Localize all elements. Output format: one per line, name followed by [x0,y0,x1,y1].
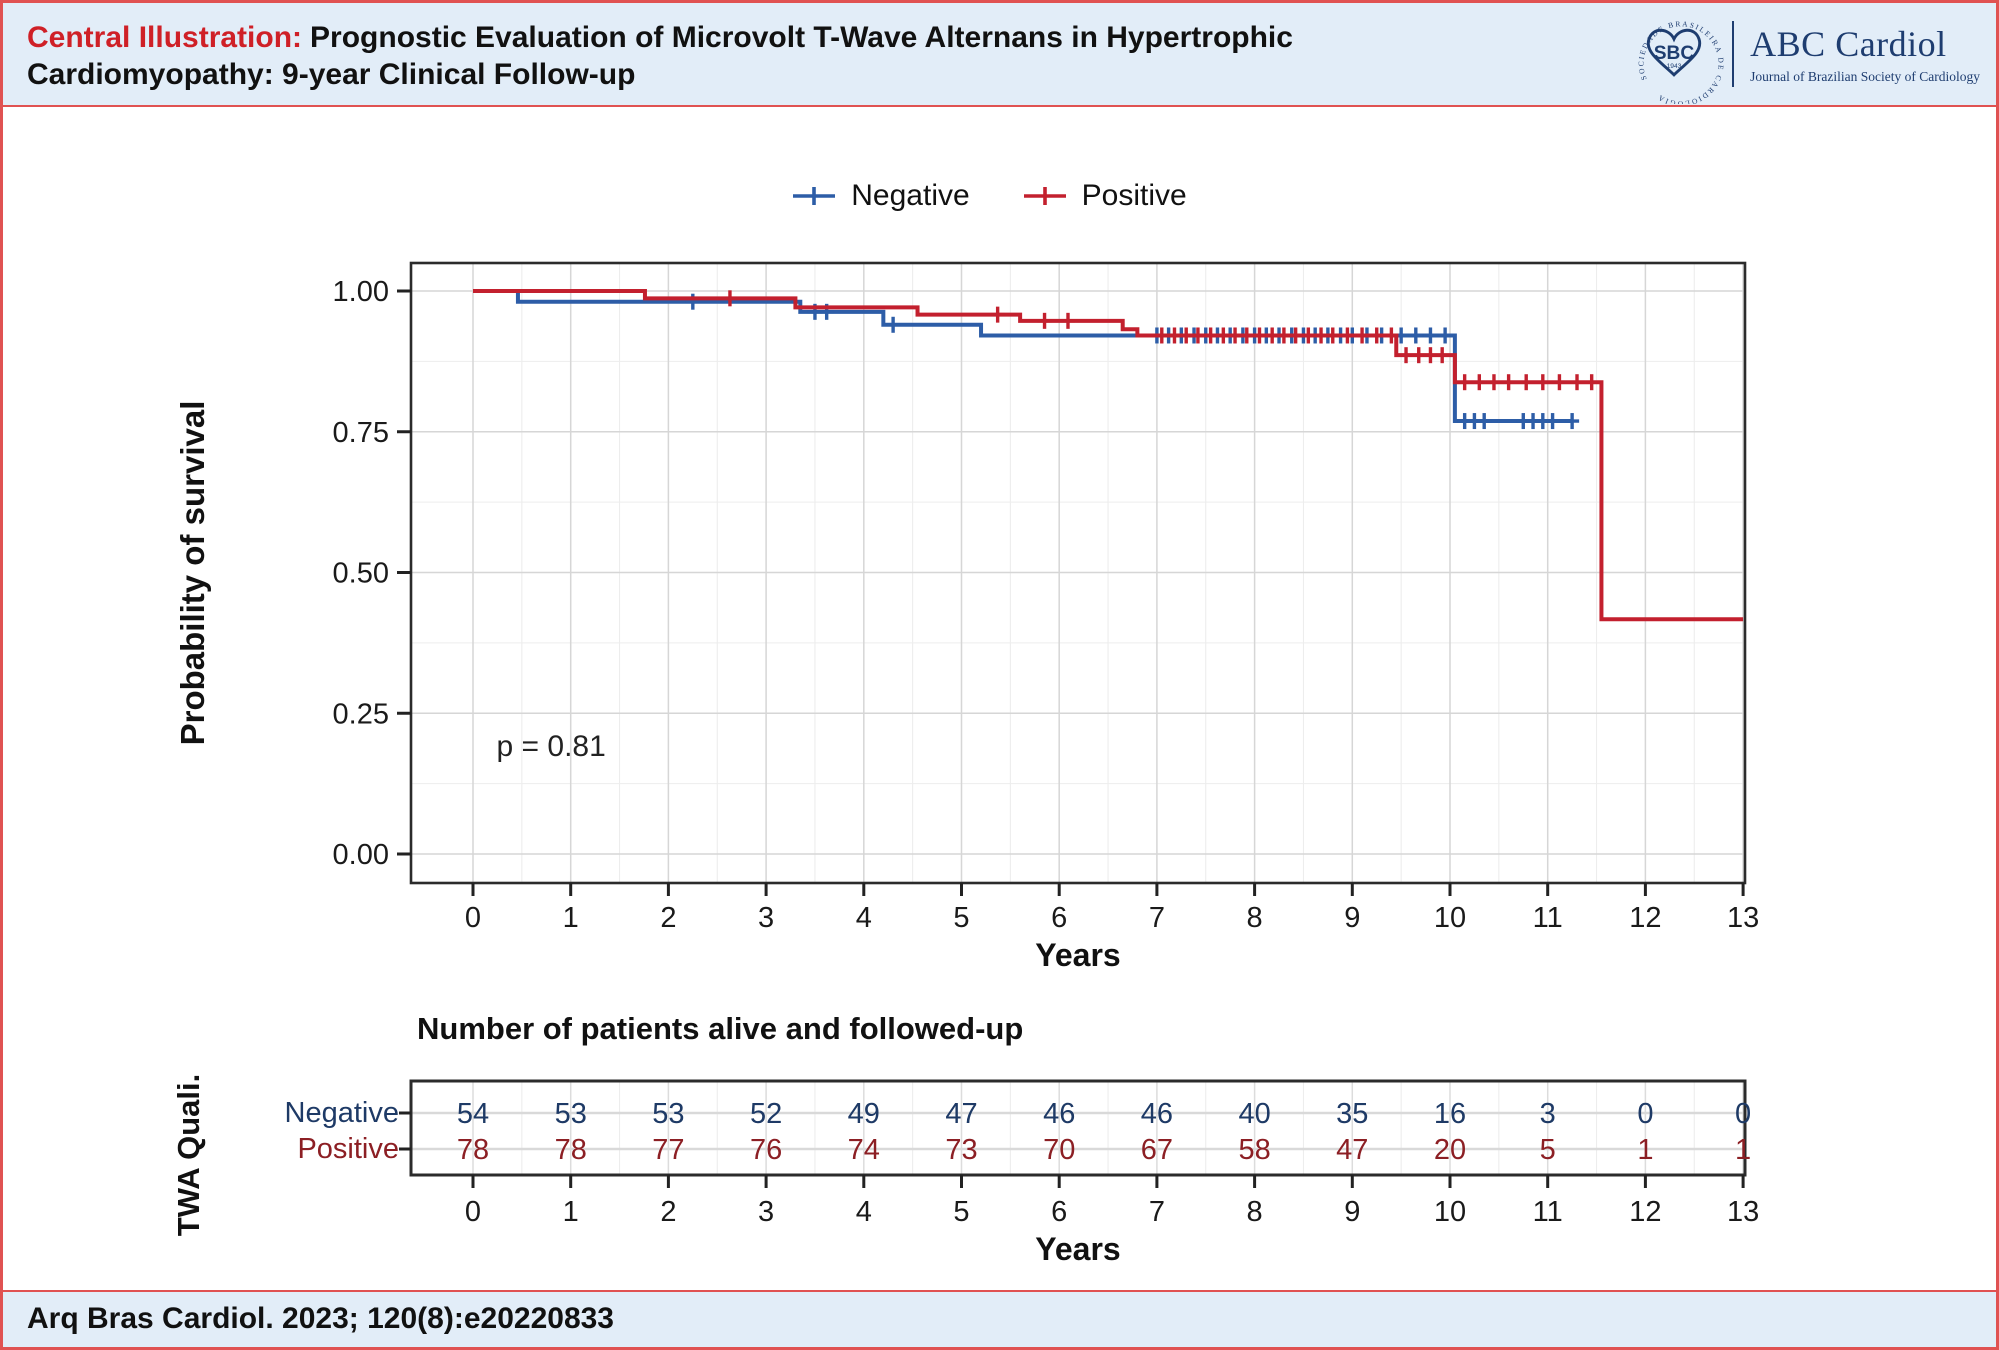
sbc-acronym: SBC [1654,43,1695,64]
risk-count: 0 [1637,1098,1653,1130]
legend: Negative Positive [411,179,1567,213]
table-x-tick-label: 13 [1727,1196,1759,1228]
table-x-tick-label: 12 [1629,1196,1661,1228]
risk-count: 74 [848,1134,880,1166]
heart-icon [1646,28,1702,77]
risk-count: 67 [1141,1134,1173,1166]
risk-count: 70 [1043,1134,1075,1166]
survival-curve-positive [473,289,1744,622]
x-tick-label: 10 [1434,902,1466,934]
risk-table-x-axis-label: Years [1035,1231,1121,1267]
table-x-tick-label: 0 [465,1196,481,1228]
journal-subtitle: Journal of Brazilian Society of Cardiolo… [1750,69,1980,84]
risk-count: 54 [457,1098,489,1130]
journal-wordmark: ABC Cardiol Journal of Brazilian Society… [1750,23,1980,85]
x-tick-label: 13 [1727,902,1759,934]
header: Central Illustration: Prognostic Evaluati… [3,3,1996,107]
risk-count: 53 [652,1098,684,1130]
risk-count: 1 [1735,1134,1751,1166]
risk-count: 77 [652,1134,684,1166]
plot-panel-border [409,261,1747,885]
risk-count: 3 [1540,1098,1556,1130]
x-tick-label: 3 [758,902,774,934]
risk-count: 16 [1434,1098,1466,1130]
y-tick-label: 0.50 [333,558,389,590]
journal-logo: SOCIEDADE BRASILEIRA DE CARDIOLOGIA SBC … [1624,5,1980,104]
risk-count: 35 [1336,1098,1368,1130]
risk-count: 78 [457,1134,489,1166]
legend-item-negative: Negative [791,179,970,213]
title-line1: Prognostic Evaluation of Microvolt T-Wav… [310,21,1293,54]
y-axis-label: Probability of survival [174,400,211,746]
x-tick-label: 9 [1344,902,1360,934]
legend-label-negative: Negative [851,179,970,212]
censor-marker-icon [793,187,836,205]
footer: Arq Bras Cardiol. 2023; 120(8):e20220833 [3,1290,1996,1347]
risk-count: 58 [1238,1134,1270,1166]
table-x-tick-label: 9 [1344,1196,1360,1228]
risk-count: 46 [1043,1098,1075,1130]
risk-count: 47 [1336,1134,1368,1166]
risk-count: 0 [1735,1098,1751,1130]
x-axis-label: Years [1035,937,1121,973]
x-tick-label: 6 [1051,902,1067,934]
table-x-tick-label: 6 [1051,1196,1067,1228]
risk-count: 49 [848,1098,880,1130]
group-axis-label: TWA Quali. [171,1073,206,1237]
sbc-emblem-icon: SOCIEDADE BRASILEIRA DE CARDIOLOGIA SBC … [1637,19,1724,104]
table-x-tick-label: 10 [1434,1196,1466,1228]
table-x-tick-label: 11 [1533,1196,1563,1228]
title-label: Central Illustration: [27,21,303,54]
x-tick-label: 12 [1629,902,1661,934]
logo-divider [1732,21,1735,87]
y-tick-label: 0.75 [333,417,389,449]
x-tick-label: 8 [1247,902,1263,934]
table-x-tick-label: 4 [856,1196,872,1228]
p-value-annotation: p = 0.81 [496,730,606,764]
title-line2: Cardiomyopathy: 9-year Clinical Follow-u… [27,58,636,91]
risk-count: 20 [1434,1134,1466,1166]
risk-row-label-positive: Positive [297,1133,399,1165]
x-tick-label: 2 [660,902,676,934]
risk-count: 52 [750,1098,782,1130]
risk-count: 73 [945,1134,977,1166]
x-tick-label: 1 [563,902,579,934]
sbc-year: 1943 [1667,63,1682,70]
risk-count: 5 [1540,1134,1556,1166]
x-tick-label: 5 [953,902,969,934]
risk-count: 76 [750,1134,782,1166]
risk-count: 47 [945,1098,977,1130]
table-x-tick-label: 7 [1149,1196,1165,1228]
x-tick-label: 11 [1533,902,1563,934]
citation: Arq Bras Cardiol. 2023; 120(8):e20220833 [27,1302,614,1335]
table-x-tick-label: 5 [953,1196,969,1228]
table-x-tick-label: 1 [563,1196,579,1228]
legend-item-positive: Positive [1022,179,1187,213]
risk-count: 1 [1637,1134,1653,1166]
risk-row-label-negative: Negative [284,1097,399,1129]
risk-count: 40 [1238,1098,1270,1130]
censor-marker-icon [1023,187,1066,205]
survival-curve-negative [473,289,1573,424]
risk-count: 53 [555,1098,587,1130]
risk-table-title: Number of patients alive and followed-up [417,1011,1024,1046]
table-x-tick-label: 3 [758,1196,774,1228]
y-tick-label: 0.25 [333,698,389,730]
x-tick-label: 7 [1149,902,1165,934]
x-tick-label: 0 [465,902,481,934]
x-tick-label: 4 [856,902,872,934]
table-x-tick-label: 8 [1247,1196,1263,1228]
y-tick-label: 0.00 [333,839,389,871]
table-x-tick-label: 2 [660,1196,676,1228]
risk-count: 78 [555,1134,587,1166]
risk-count: 46 [1141,1098,1173,1130]
figure-title: Central Illustration: Prognostic Evaluati… [27,19,1293,93]
legend-label-positive: Positive [1081,179,1187,212]
y-tick-label: 1.00 [333,276,389,308]
risk-table-border [409,1079,1747,1177]
journal-name: ABC Cardiol [1750,24,1947,64]
